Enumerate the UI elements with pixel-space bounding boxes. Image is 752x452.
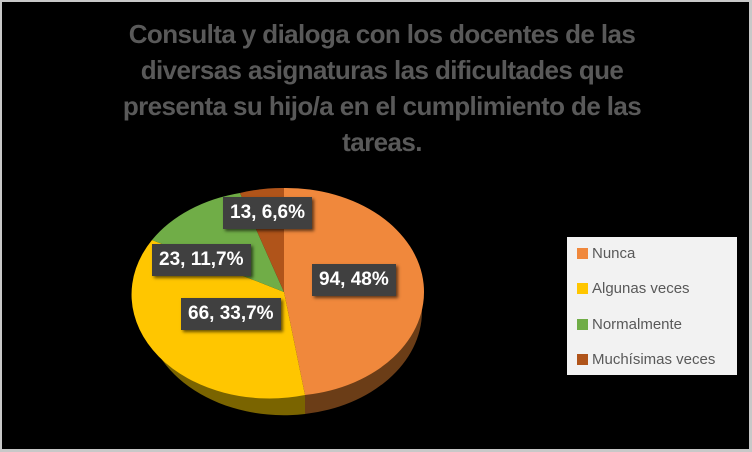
title-line-3: presenta su hijo/a en el cumplimiento de… <box>122 91 642 121</box>
legend-item-nunca[interactable]: Nunca <box>577 243 635 263</box>
legend-item-normalmente[interactable]: Normalmente <box>577 314 682 334</box>
data-label-nunca: 94, 48% <box>312 264 396 296</box>
data-label-normalmente: 23, 11,7% <box>152 244 251 276</box>
legend-label: Nunca <box>592 244 636 262</box>
legend-label: Normalmente <box>592 315 683 333</box>
title-line-2: diversas asignaturas las dificultades qu… <box>140 55 624 85</box>
legend-label: Algunas veces <box>592 279 690 297</box>
data-label-muchisimas-veces: 13, 6,6% <box>223 197 312 229</box>
legend-swatch-muchisimas-veces <box>577 353 588 365</box>
legend-swatch-nunca <box>577 247 588 259</box>
legend-swatch-algunas-veces <box>577 282 588 294</box>
legend-item-muchisimas-veces[interactable]: Muchísimas veces <box>577 349 715 369</box>
chart-title: Consulta y dialoga con los docentes de l… <box>112 16 652 160</box>
legend-swatch-normalmente <box>577 318 588 330</box>
data-label-algunas-veces: 66, 33,7% <box>181 298 281 330</box>
legend: Nunca Algunas veces Normalmente Muchísim… <box>567 237 737 375</box>
legend-label: Muchísimas veces <box>592 350 716 368</box>
legend-item-algunas-veces[interactable]: Algunas veces <box>577 278 690 298</box>
title-line-1: Consulta y dialoga con los docentes de l… <box>128 19 636 49</box>
title-line-4: tareas. <box>342 127 422 157</box>
